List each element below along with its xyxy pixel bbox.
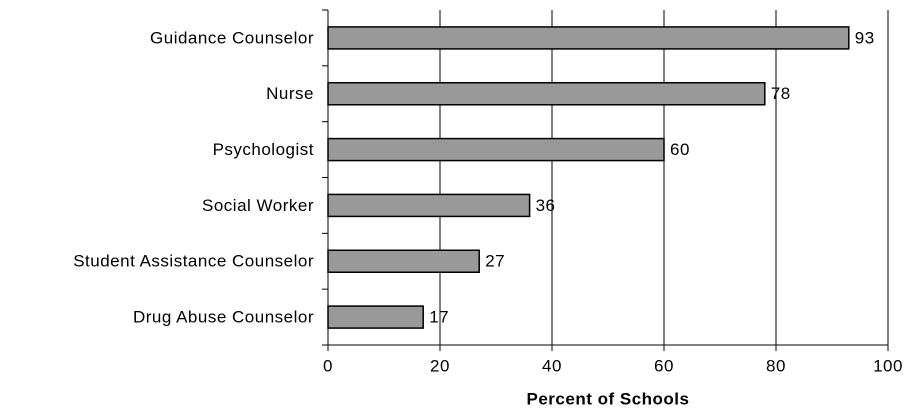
bar [327, 82, 766, 106]
value-label: 17 [429, 308, 449, 327]
bar [327, 305, 424, 329]
x-tick-label: 0 [323, 356, 333, 375]
y-tick-label: Psychologist [213, 140, 314, 159]
x-tick-label: 60 [654, 356, 674, 375]
value-label: 93 [855, 28, 875, 47]
y-tick-label: Guidance Counselor [150, 28, 314, 47]
value-label: 27 [485, 252, 505, 271]
y-tick-label: Student Assistance Counselor [73, 252, 314, 271]
x-tick-label: 40 [542, 356, 562, 375]
x-tick-label: 100 [873, 356, 903, 375]
bar [327, 137, 665, 162]
x-axis-title: Percent of Schools [527, 389, 690, 408]
x-tick-label: 20 [430, 356, 450, 375]
bar [327, 249, 480, 273]
bar [327, 193, 531, 218]
x-tick-label: 80 [766, 356, 786, 375]
y-tick-label: Drug Abuse Counselor [133, 308, 314, 327]
y-tick-label: Nurse [266, 84, 314, 103]
value-label: 78 [771, 84, 791, 103]
value-label: 36 [536, 196, 556, 215]
bar [327, 26, 850, 50]
y-tick-label: Social Worker [202, 196, 314, 215]
value-label: 60 [670, 140, 690, 159]
